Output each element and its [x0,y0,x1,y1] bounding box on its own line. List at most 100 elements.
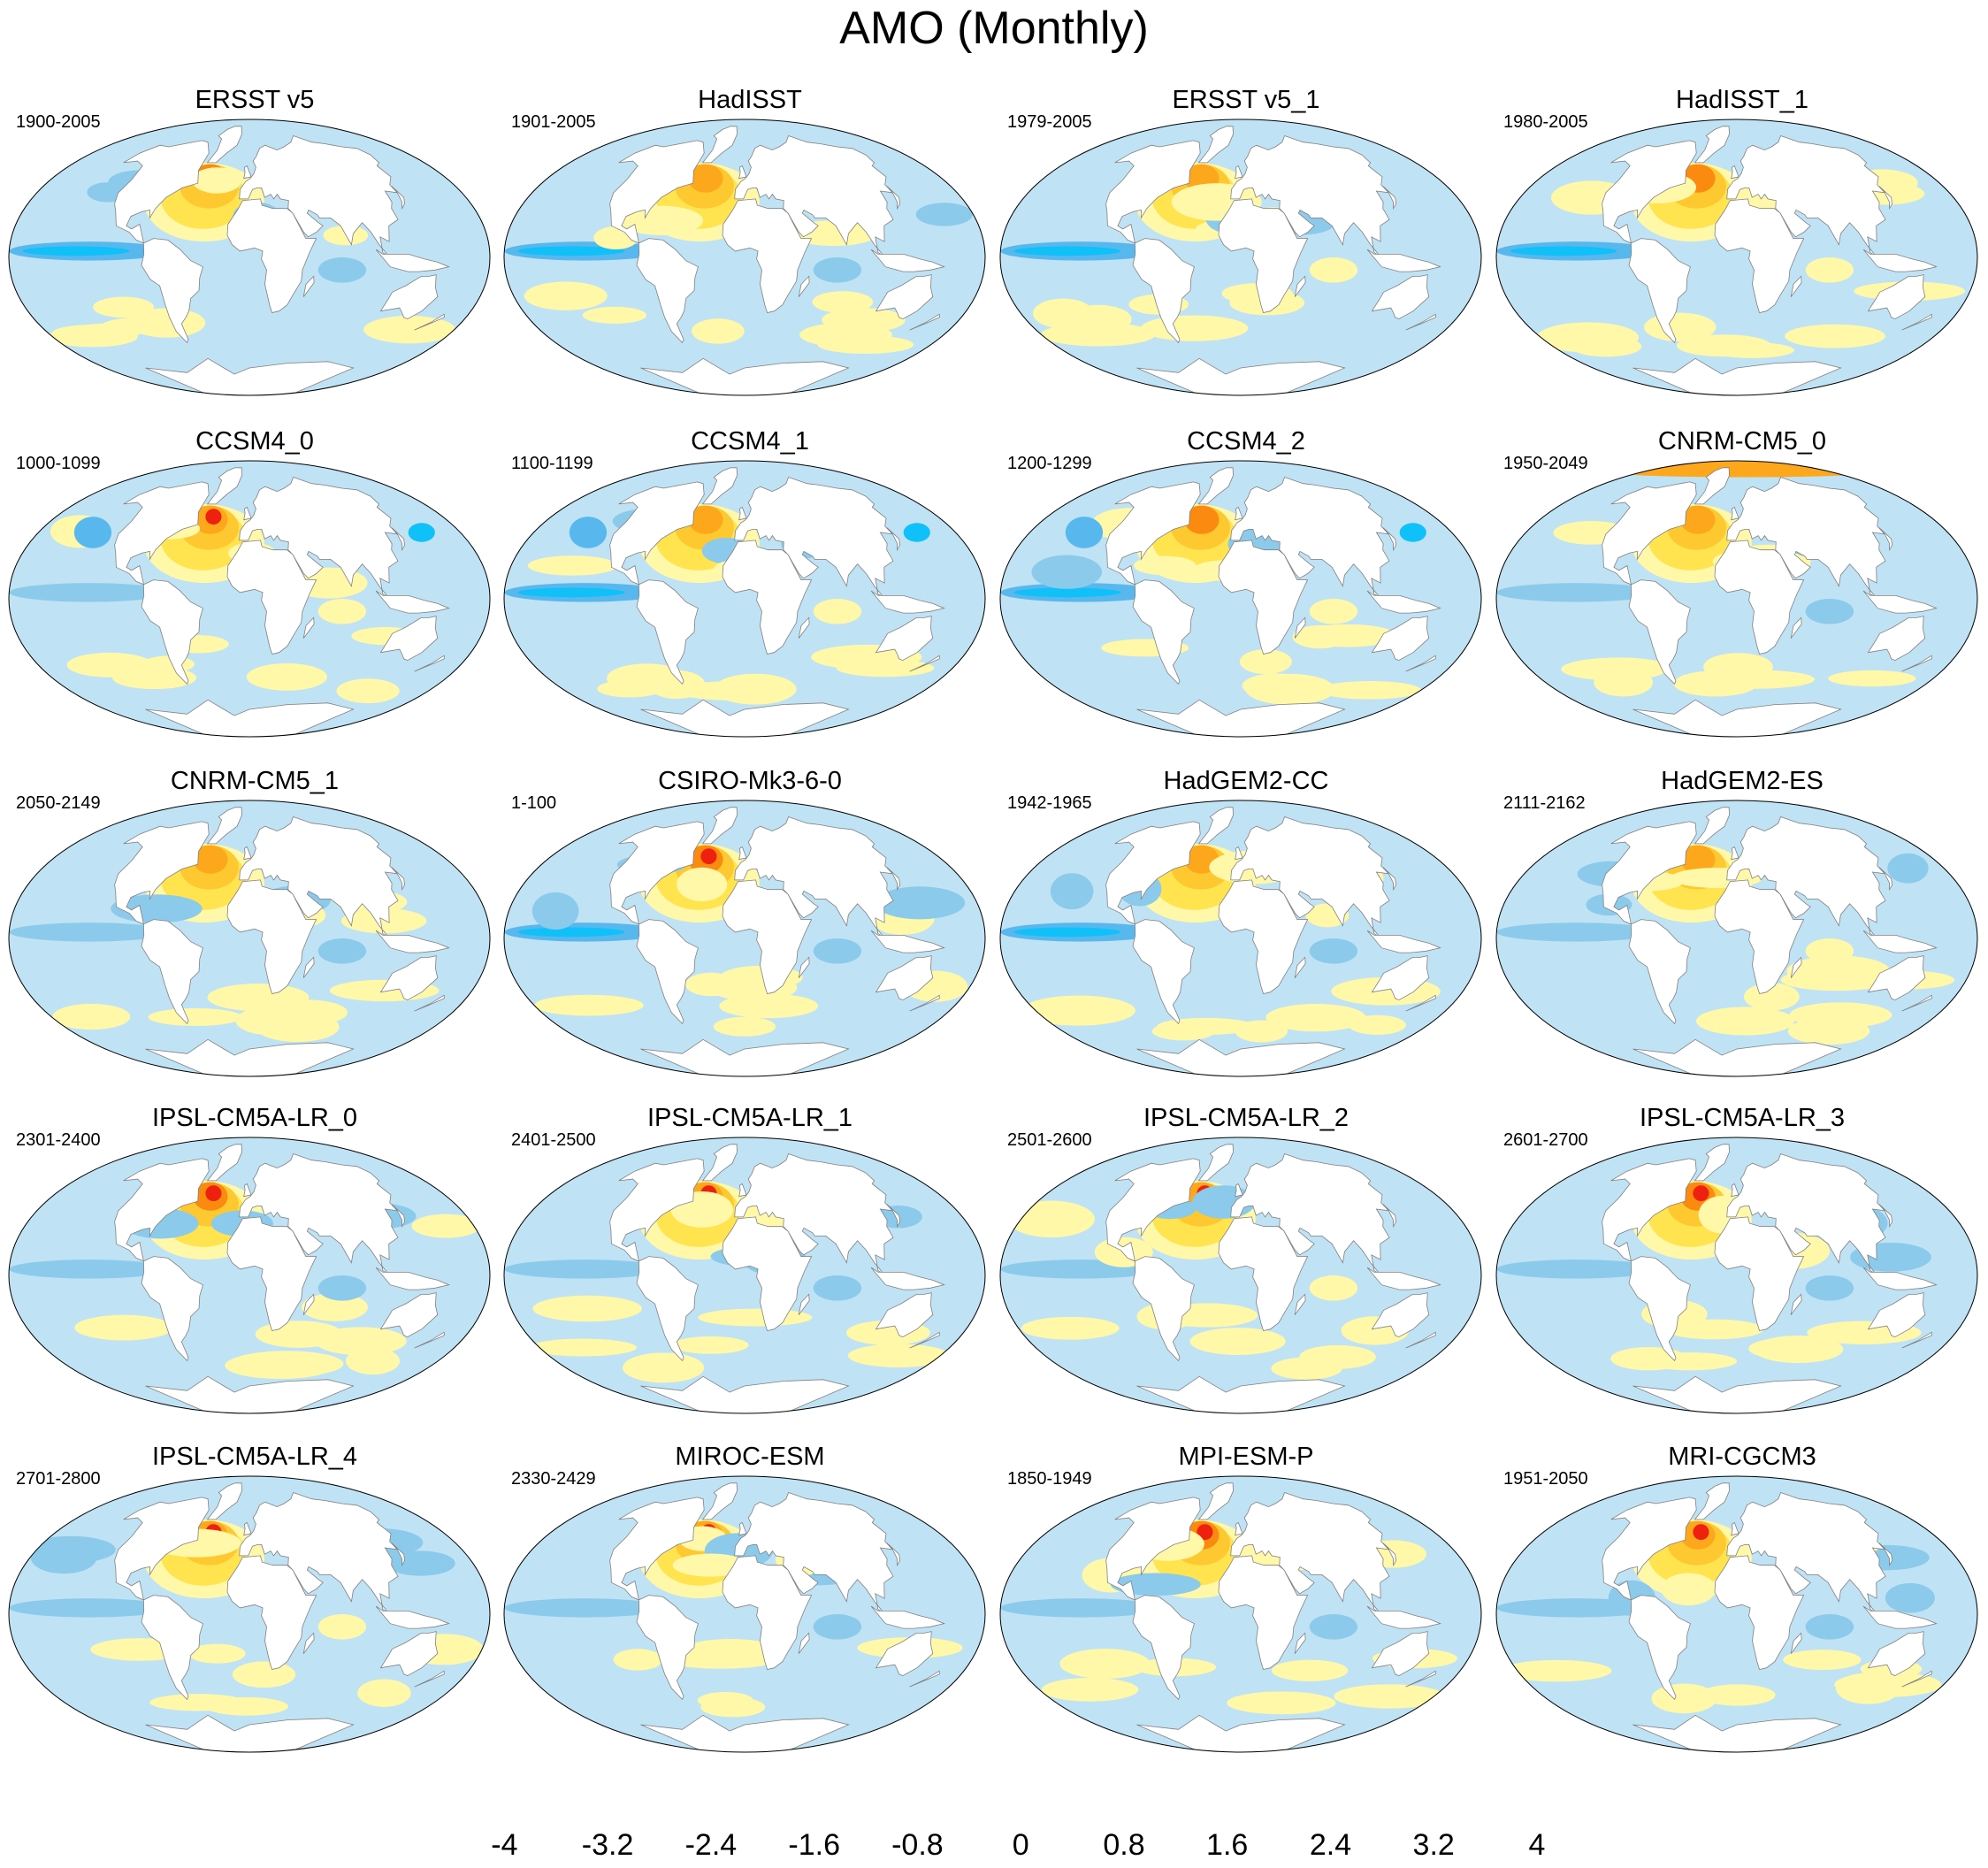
world-map [1495,800,1978,1077]
anomaly-contour [357,1679,411,1707]
anomaly-contour [1695,1007,1795,1036]
anomaly-contour [582,306,647,325]
land-greenland [701,1482,738,1520]
land-north-america [1602,821,1697,925]
land-indonesia [1366,590,1441,614]
land-south-america [636,1256,699,1362]
land-madagascar [302,1632,315,1654]
colorbar-tick-label: 4 [1528,1828,1546,1862]
panel-year-range: 2401-2500 [511,1130,596,1150]
anomaly-contour [1787,1017,1870,1045]
world-map [8,1137,491,1414]
anomaly-contour [1753,1335,1844,1364]
map-panel: CCSM4_1 1100-1199 [502,426,998,762]
land-new-zealand [1901,313,1932,331]
map-border [503,1137,986,1414]
figure-title: AMO (Monthly) [839,3,1149,54]
land-japan [1382,1543,1397,1567]
land-eurasia [734,476,894,598]
map-panel: CSIRO-Mk3-6-0 1-100 [502,766,998,1102]
land-greenland [1197,1482,1234,1520]
anomaly-contour [700,848,717,865]
anomaly-contour [1786,955,1891,988]
land-madagascar [1294,1632,1306,1654]
land-japan [391,867,406,892]
anomaly-contour [148,1007,243,1027]
land-africa [226,1216,317,1331]
anomaly-contour [1805,599,1854,624]
land-eurasia [1726,476,1886,598]
anomaly-contour [1805,1275,1854,1301]
anomaly-contour [677,867,728,902]
anomaly-contour [1699,1684,1776,1706]
land-south-america [636,919,699,1025]
panel-year-range: 1979-2005 [1007,112,1092,132]
land-antarctica [1136,1375,1346,1413]
map-border [503,1475,986,1753]
land-indonesia [1862,930,1938,953]
anomaly-contour [205,509,222,525]
map-border [999,1137,1482,1414]
land-new-zealand [414,994,445,1012]
anomaly-contour [232,1661,296,1688]
anomaly-contour [1834,1672,1942,1697]
land-africa [1714,198,1805,313]
map-border [8,1475,491,1753]
anomaly-contour [1309,1275,1358,1301]
land-new-zealand [909,313,940,331]
anomaly-contour [149,1694,247,1711]
anomaly-contour [1140,315,1249,341]
land-new-zealand [909,655,940,672]
anomaly-contour [504,1259,665,1279]
anomaly-contour [813,1275,862,1301]
anomaly-contour [847,1344,950,1367]
map-border [8,119,491,396]
land-madagascar [1294,275,1306,297]
anomaly-contour [1496,923,1657,942]
map-border [503,800,986,1077]
map-border [1495,1475,1978,1753]
land-japan [391,1204,406,1229]
land-south-america [1628,1256,1691,1362]
anomaly-contour [317,1275,367,1301]
anomaly-contour [1496,1259,1657,1279]
anomaly-contour [875,886,966,920]
land-north-america [609,140,705,244]
map-panel: MPI-ESM-P 1850-1949 [998,1442,1494,1778]
land-uk [1731,1521,1740,1536]
land-uk [243,846,252,861]
land-madagascar [1790,1632,1802,1654]
land-north-america [114,1158,210,1262]
anomaly-contour [799,322,892,348]
anomaly-contour [517,587,625,598]
anomaly-contour [411,1213,481,1238]
panel-title: MRI-CGCM3 [1668,1443,1816,1471]
land-antarctica [640,1714,850,1752]
land-new-zealand [414,1331,445,1349]
land-uk [1235,1521,1243,1536]
colorbar [453,1795,1537,1825]
panel-year-range: 1942-1965 [1007,793,1092,813]
anomaly-contour [533,994,644,1016]
land-antarctica [640,1038,850,1076]
land-uk [738,165,747,180]
land-japan [886,186,901,211]
panel-title: ERSST v5_1 [1172,86,1320,114]
land-japan [886,527,901,552]
land-australia [1867,616,1926,662]
land-madagascar [1790,616,1802,639]
anomaly-contour [1031,555,1103,589]
land-madagascar [798,616,810,639]
land-greenland [1694,1144,1730,1182]
land-africa [226,540,317,655]
land-uk [243,506,252,521]
land-indonesia [1862,1605,1938,1629]
anomaly-contour [317,938,367,964]
land-uk [1731,1183,1740,1198]
land-africa [722,198,813,313]
land-africa [226,1555,317,1670]
anomaly-contour [1134,555,1197,576]
land-eurasia [1230,1491,1390,1613]
anomaly-contour [1828,670,1916,687]
land-uk [243,1183,252,1198]
